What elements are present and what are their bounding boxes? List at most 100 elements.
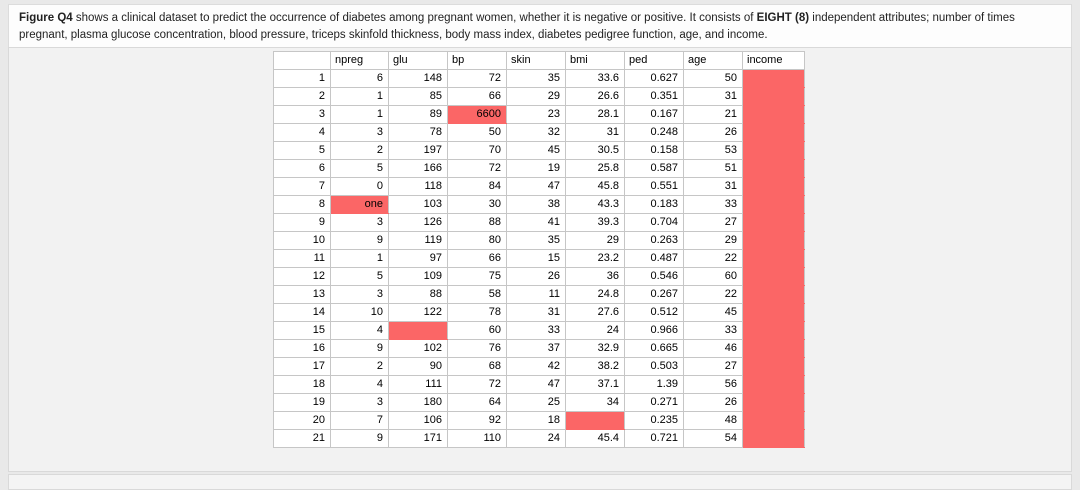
- data-cell-income: [742, 231, 805, 250]
- data-cell-glu: 166: [388, 159, 448, 178]
- data-cell-glu: 97: [388, 249, 448, 268]
- figure-panel: npreg glu bp skin bmi ped age income 1 6 148 72 35 3…: [8, 47, 1072, 472]
- data-cell-npreg: 3: [330, 213, 389, 232]
- data-cell-bp: 72: [447, 69, 507, 88]
- data-cell-bp: 88: [447, 213, 507, 232]
- data-cell-npreg: one: [330, 195, 389, 214]
- data-cell-bp: 72: [447, 375, 507, 394]
- data-cell-bp: 58: [447, 285, 507, 304]
- column-header-rownum: [273, 51, 331, 70]
- row-number-cell: 16: [273, 339, 331, 358]
- table-row-19: 19 3 180 64 25 34 0.271 26: [273, 393, 805, 412]
- row-number-cell: 11: [273, 249, 331, 268]
- table-row-5: 5 2 197 70 45 30.5 0.158 53: [273, 141, 805, 160]
- data-cell-glu: 102: [388, 339, 448, 358]
- row-number-cell: 19: [273, 393, 331, 412]
- data-cell-skin: 33: [506, 321, 566, 340]
- row-number-cell: 6: [273, 159, 331, 178]
- data-cell-glu: 148: [388, 69, 448, 88]
- data-cell-income: [742, 411, 805, 430]
- column-header-bmi: bmi: [565, 51, 625, 70]
- table-row-10: 10 9 119 80 35 29 0.263 29: [273, 231, 805, 250]
- data-cell-npreg: 5: [330, 267, 389, 286]
- row-number-cell: 13: [273, 285, 331, 304]
- data-cell-bmi: 23.2: [565, 249, 625, 268]
- data-cell-income: [742, 321, 805, 340]
- data-cell-glu: 106: [388, 411, 448, 430]
- data-cell-ped: 0.248: [624, 123, 684, 142]
- data-cell-ped: 0.704: [624, 213, 684, 232]
- data-cell-ped: 0.183: [624, 195, 684, 214]
- data-cell-glu: 118: [388, 177, 448, 196]
- data-cell-bp: 92: [447, 411, 507, 430]
- table-row-11: 11 1 97 66 15 23.2 0.487 22: [273, 249, 805, 268]
- data-cell-bmi: 45.8: [565, 177, 625, 196]
- row-number-cell: 18: [273, 375, 331, 394]
- data-cell-bp: 80: [447, 231, 507, 250]
- data-cell-income: [742, 195, 805, 214]
- data-cell-income: [742, 87, 805, 106]
- data-cell-bmi: 24.8: [565, 285, 625, 304]
- data-cell-bmi: 33.6: [565, 69, 625, 88]
- data-cell-skin: 31: [506, 303, 566, 322]
- data-cell-age: 31: [683, 87, 743, 106]
- data-cell-bmi: 25.8: [565, 159, 625, 178]
- column-header-age: age: [683, 51, 743, 70]
- data-cell-income: [742, 267, 805, 286]
- table-row-9: 9 3 126 88 41 39.3 0.704 27: [273, 213, 805, 232]
- data-cell-glu: 109: [388, 267, 448, 286]
- table-row-17: 17 2 90 68 42 38.2 0.503 27: [273, 357, 805, 376]
- table-row-1: 1 6 148 72 35 33.6 0.627 50: [273, 69, 805, 88]
- data-cell-income: [742, 141, 805, 160]
- data-cell-income: [742, 213, 805, 232]
- data-cell-glu: 119: [388, 231, 448, 250]
- data-cell-npreg: 7: [330, 411, 389, 430]
- data-cell-age: 50: [683, 69, 743, 88]
- column-header-ped: ped: [624, 51, 684, 70]
- table-row-21: 21 9 171 110 24 45.4 0.721 54: [273, 429, 805, 448]
- data-cell-age: 33: [683, 195, 743, 214]
- table-row-12: 12 5 109 75 26 36 0.546 60: [273, 267, 805, 286]
- data-cell-bp: 64: [447, 393, 507, 412]
- data-cell-income: [742, 123, 805, 142]
- data-cell-npreg: 4: [330, 375, 389, 394]
- data-cell-ped: 0.587: [624, 159, 684, 178]
- data-cell-glu: 171: [388, 429, 448, 448]
- data-cell-bp: 6600: [447, 105, 507, 124]
- data-cell-bp: 78: [447, 303, 507, 322]
- data-cell-npreg: 2: [330, 357, 389, 376]
- caption-text-1: shows a clinical dataset to predict the …: [72, 12, 757, 24]
- table-body: 1 6 148 72 35 33.6 0.627 50 2 1 85 66 29 26.6 0.351 31 3…: [273, 69, 805, 448]
- data-cell-npreg: 3: [330, 123, 389, 142]
- data-cell-income: [742, 159, 805, 178]
- data-cell-npreg: 6: [330, 69, 389, 88]
- data-cell-age: 45: [683, 303, 743, 322]
- data-cell-income: [742, 285, 805, 304]
- data-cell-skin: 24: [506, 429, 566, 448]
- data-cell-skin: 29: [506, 87, 566, 106]
- data-cell-npreg: 1: [330, 249, 389, 268]
- data-cell-glu: 111: [388, 375, 448, 394]
- data-cell-bp: 76: [447, 339, 507, 358]
- row-number-cell: 2: [273, 87, 331, 106]
- data-cell-glu: 88: [388, 285, 448, 304]
- data-cell-ped: 0.551: [624, 177, 684, 196]
- row-number-cell: 21: [273, 429, 331, 448]
- data-cell-skin: 15: [506, 249, 566, 268]
- data-cell-skin: 47: [506, 375, 566, 394]
- data-cell-bp: 68: [447, 357, 507, 376]
- column-header-skin: skin: [506, 51, 566, 70]
- row-number-cell: 10: [273, 231, 331, 250]
- data-cell-bmi: 37.1: [565, 375, 625, 394]
- table-row-7: 7 0 118 84 47 45.8 0.551 31: [273, 177, 805, 196]
- data-cell-ped: 0.721: [624, 429, 684, 448]
- data-cell-skin: 47: [506, 177, 566, 196]
- data-cell-bmi: 32.9: [565, 339, 625, 358]
- row-number-cell: 15: [273, 321, 331, 340]
- data-cell-income: [742, 375, 805, 394]
- data-cell-bp: 60: [447, 321, 507, 340]
- data-cell-age: 54: [683, 429, 743, 448]
- row-number-cell: 1: [273, 69, 331, 88]
- data-cell-glu: 85: [388, 87, 448, 106]
- table-row-16: 16 9 102 76 37 32.9 0.665 46: [273, 339, 805, 358]
